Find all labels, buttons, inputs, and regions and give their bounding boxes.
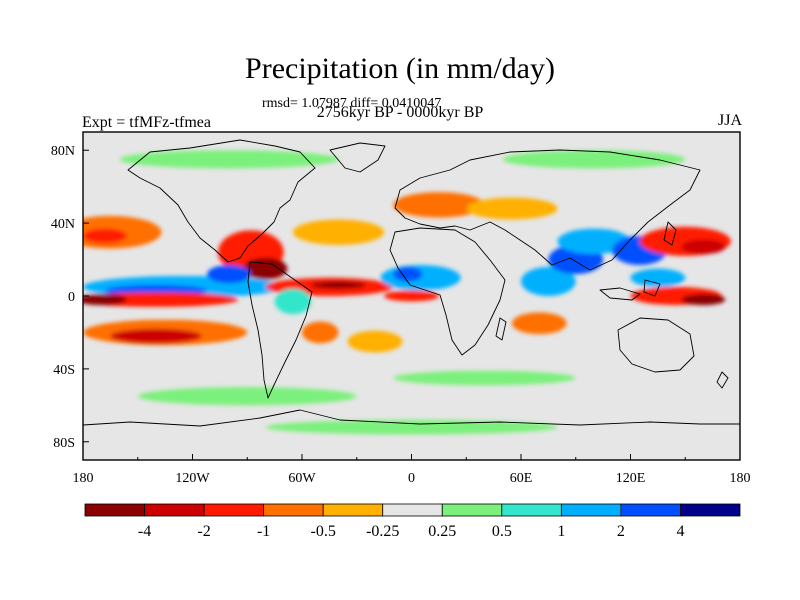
anomaly-region-10 <box>207 265 251 284</box>
anomaly-region-13 <box>292 219 385 245</box>
anomaly-region-35 <box>502 150 686 169</box>
anomaly-region-19 <box>384 290 439 302</box>
anomaly-region-16 <box>347 330 403 353</box>
anomaly-region-34 <box>119 150 339 169</box>
x-tick-label-3: 0 <box>408 471 415 486</box>
colorbar-label-5: 0.25 <box>428 523 456 540</box>
colorbar-swatch-9 <box>620 503 681 517</box>
anomaly-region-22 <box>521 266 576 296</box>
y-axis: 80N 40N 0 40S 80S <box>51 144 89 451</box>
y-tick-label-1: 40N <box>51 217 75 232</box>
y-tick-label-3: 40S <box>53 363 75 378</box>
colorbar-swatch-4 <box>322 503 384 517</box>
colorbar-label-9: 4 <box>676 523 684 540</box>
colorbar-swatch-1 <box>144 503 205 517</box>
anomaly-region-5 <box>83 294 127 306</box>
anomaly-region-24 <box>557 228 631 255</box>
stats-text: rmsd= 1.07987 diff= 0.0410047 <box>262 96 442 111</box>
colorbar-label-6: 0.5 <box>492 523 512 540</box>
colorbar-swatch-7 <box>501 503 562 517</box>
colorbar-label-2: -1 <box>257 523 270 540</box>
anomaly-region-7 <box>110 328 202 344</box>
colorbar-label-1: -2 <box>197 523 210 540</box>
x-tick-label-2: 60W <box>288 471 316 486</box>
anomaly-region-32 <box>137 387 357 406</box>
experiment-label: Expt = tfMFz-tfmea <box>82 114 211 131</box>
season-label: JJA <box>717 112 742 129</box>
anomaly-region-18 <box>393 266 423 282</box>
colorbar-swatch-6 <box>441 503 503 517</box>
x-tick-label-4: 60E <box>510 471 533 486</box>
anomaly-region-12 <box>311 281 366 289</box>
colorbar-label-0: -4 <box>138 523 151 540</box>
anomaly-region-9 <box>243 257 288 280</box>
colorbar: -4 -2 -1 -0.5 -0.25 0.25 0.5 1 2 4 <box>84 503 741 540</box>
x-tick-label-1: 120W <box>175 471 210 486</box>
x-tick-label-6: 180 <box>730 471 751 486</box>
anomaly-region-4 <box>83 292 239 307</box>
colorbar-swatch-3 <box>263 503 324 517</box>
colorbar-swatch-2 <box>203 503 265 517</box>
x-axis: 180 120W 60W 0 60E 120E 180 <box>73 454 751 486</box>
anomaly-region-29 <box>681 294 726 306</box>
y-tick-label-0: 80N <box>51 144 75 159</box>
anomaly-region-36 <box>265 419 558 435</box>
anomaly-region-17 <box>380 265 461 291</box>
anomaly-region-20 <box>393 192 485 218</box>
anomaly-region-27 <box>681 239 726 255</box>
colorbar-swatch-10 <box>680 503 741 517</box>
colorbar-label-4: -0.25 <box>366 523 399 540</box>
coastlines <box>83 139 740 427</box>
colorbar-swatch-8 <box>560 503 622 517</box>
colorbar-swatch-0 <box>84 503 145 517</box>
anomaly-region-1 <box>83 228 127 244</box>
anomaly-region-15 <box>302 321 339 344</box>
colorbar-label-7: 1 <box>557 523 565 540</box>
anomaly-region-14 <box>274 288 312 315</box>
colorbar-label-8: 2 <box>617 523 625 540</box>
period-label: 2756kyr BP - 0000kyr BP <box>316 104 484 121</box>
anomaly-regions <box>83 150 731 435</box>
y-tick-label-2: 0 <box>68 290 75 305</box>
colorbar-label-3: -0.5 <box>311 523 336 540</box>
x-tick-label-0: 180 <box>73 471 94 486</box>
anomaly-region-31 <box>511 312 567 335</box>
colorbar-swatch-5 <box>382 503 443 517</box>
y-tick-label-4: 80S <box>53 436 75 451</box>
chart-title: Precipitation (in mm/day) <box>245 52 555 85</box>
x-tick-label-5: 120E <box>616 471 646 486</box>
anomaly-region-21 <box>466 197 558 220</box>
anomaly-region-33 <box>393 370 576 386</box>
anomaly-region-30 <box>630 268 686 287</box>
